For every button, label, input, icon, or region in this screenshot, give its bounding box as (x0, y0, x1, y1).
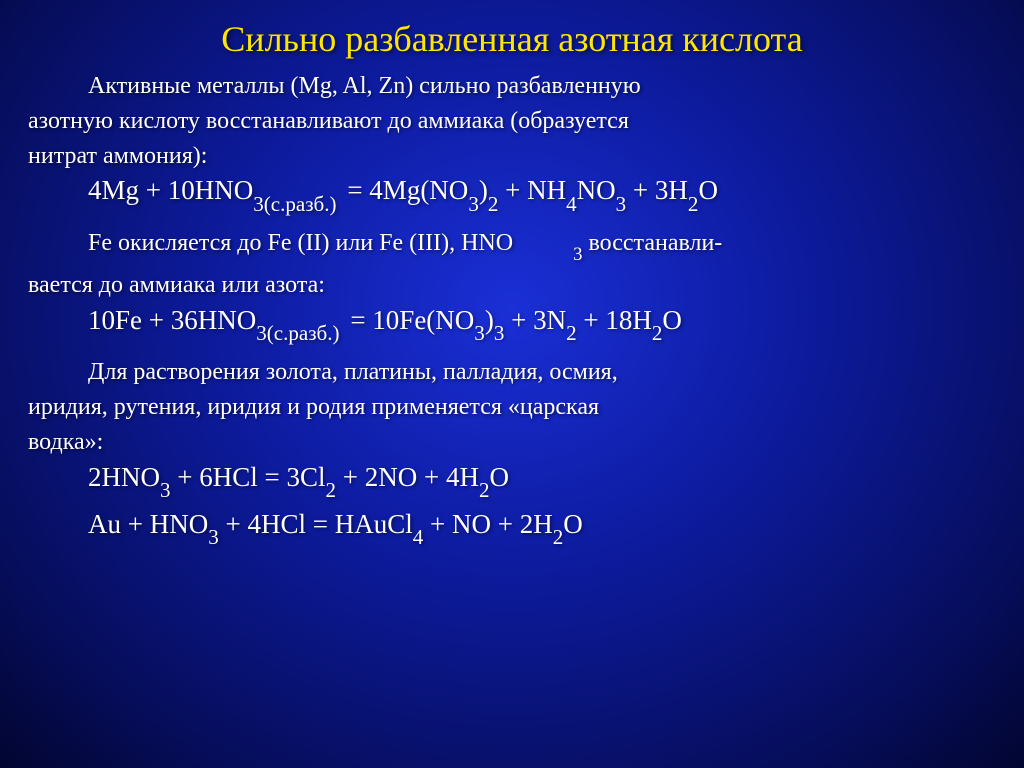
eq2-s4: 2 (566, 323, 577, 344)
equation-2: 10Fe + 36HNO3(с.разб.) = 10Fe(NO3)3 + 3N… (88, 306, 996, 345)
eq1-s2: 3 (468, 194, 479, 215)
paragraph-1-line-1: Активные металлы (Mg, Al, Zn) сильно раз… (28, 72, 996, 101)
paragraph-1-line-2: азотную кислоту восстанавливают до аммиа… (28, 107, 996, 136)
paragraph-1-line-3: нитрат аммония): (28, 142, 996, 171)
eq4-s1: 3 (208, 527, 219, 548)
eq3-p1: 2HNO (88, 462, 160, 492)
eq2-s5: 2 (652, 323, 663, 344)
paragraph-3-line-3: водка»: (28, 428, 996, 457)
equation-1: 4Mg + 10HNO3(с.разб.) = 4Mg(NO3)2 + NH4N… (88, 176, 996, 215)
eq4-p4: O (563, 509, 583, 539)
eq1-s5: 3 (616, 194, 627, 215)
eq4-s3: 2 (553, 527, 564, 548)
paragraph-3-line-2: иридия, рутения, иридия и родия применяе… (28, 393, 996, 422)
paragraph-3-line-1: Для растворения золота, платины, паллади… (28, 358, 996, 387)
eq3-p4: O (490, 462, 510, 492)
eq1-eq: = 4Mg(NO (341, 175, 469, 205)
eq1-p7: O (698, 175, 718, 205)
eq2-p1: 10Fe + 36HNO (88, 305, 256, 335)
eq2-eq: = 10Fe(NO (344, 305, 475, 335)
eq1-s1: 3(с.разб.) (253, 194, 336, 215)
slide-title: Сильно разбавленная азотная кислота (28, 18, 996, 60)
eq1-p3: ) (479, 175, 488, 205)
eq1-s6: 2 (688, 194, 699, 215)
eq3-s1: 3 (160, 480, 171, 501)
eq2-s1: 3(с.разб.) (256, 323, 339, 344)
eq2-p3: ) (485, 305, 494, 335)
eq1-p4: + NH (498, 175, 566, 205)
eq2-s2: 3 (474, 323, 485, 344)
eq2-s3: 3 (494, 323, 505, 344)
eq2-p6: O (662, 305, 682, 335)
eq1-s4: 4 (566, 194, 577, 215)
eq4-p3: + NO + 2H (423, 509, 552, 539)
eq4-p1: Au + HNO (88, 509, 208, 539)
paragraph-2-line-1: Fe окисляется до Fe (II) или Fe (III), H… (28, 229, 996, 265)
eq3-p2: + 6HCl = 3Cl (171, 462, 326, 492)
paragraph-2-line-2: вается до аммиака или азота: (28, 271, 996, 300)
para2-t1: Fe окисляется до Fe (II) или Fe (III), H… (88, 230, 513, 256)
equation-3: 2HNO3 + 6HCl = 3Cl2 + 2NO + 4H2O (88, 463, 996, 502)
eq1-p5: NO (577, 175, 616, 205)
eq2-p5: + 18H (577, 305, 652, 335)
para2-t1b: восстанавли- (582, 230, 722, 256)
eq4-s2: 4 (413, 527, 424, 548)
eq2-p4: + 3N (504, 305, 566, 335)
eq3-s2: 2 (326, 480, 337, 501)
eq3-p3: + 2NO + 4H (336, 462, 479, 492)
equation-4: Au + HNO3 + 4HCl = HAuCl4 + NO + 2H2O (88, 510, 996, 549)
para2-sub: 3 (513, 246, 582, 265)
eq1-p1: 4Mg + 10HNO (88, 175, 253, 205)
eq1-s3: 2 (488, 194, 499, 215)
eq1-p6: + 3H (626, 175, 688, 205)
eq4-p2: + 4HCl = HAuCl (219, 509, 413, 539)
eq3-s3: 2 (479, 480, 490, 501)
